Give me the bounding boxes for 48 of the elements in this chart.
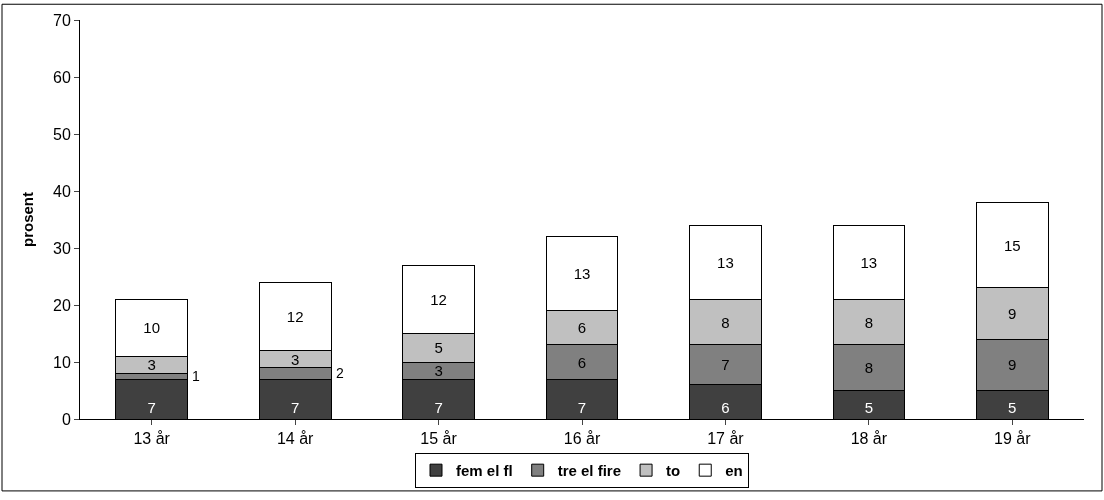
data-label: 7 <box>434 399 443 416</box>
data-label: 13 <box>717 253 734 271</box>
data-label: 7 <box>290 399 300 416</box>
y-tick-label: 40 <box>53 182 71 200</box>
legend-label: fem el fl <box>456 462 513 480</box>
data-label: 3 <box>434 362 443 380</box>
y-tick-label: 70 <box>53 11 71 29</box>
data-label: 8 <box>721 313 730 331</box>
x-tick-label: 14 år <box>276 430 315 448</box>
y-tick-label: 10 <box>53 353 71 371</box>
data-label: 12 <box>286 307 304 325</box>
y-tick-label: 0 <box>61 410 71 428</box>
data-label: 1 <box>192 368 200 384</box>
data-label: 10 <box>143 319 161 337</box>
x-tick-label: 16 år <box>563 430 601 448</box>
x-tick-label: 15 år <box>420 430 458 448</box>
data-label: 6 <box>577 353 587 371</box>
x-tick-label: 13 år <box>133 430 171 448</box>
legend-label: en <box>725 462 743 480</box>
data-label: 5 <box>434 339 443 357</box>
data-label: 12 <box>430 290 447 308</box>
data-label: 2 <box>336 365 344 381</box>
data-label: 7 <box>577 399 587 416</box>
legend-label: to <box>666 462 681 480</box>
data-label: 8 <box>864 359 874 377</box>
data-label: 6 <box>577 319 587 337</box>
data-label: 3 <box>147 356 156 374</box>
y-tick-label: 20 <box>53 296 71 314</box>
data-label: 8 <box>864 313 874 331</box>
data-label: 9 <box>1008 356 1017 374</box>
data-label: 5 <box>864 399 874 416</box>
data-label: 13 <box>573 265 591 283</box>
data-label: 5 <box>1008 399 1017 416</box>
data-label: 6 <box>721 399 730 416</box>
y-tick-label: 60 <box>53 68 71 86</box>
data-label: 9 <box>1008 305 1017 323</box>
y-axis-title: prosent <box>19 191 37 248</box>
data-label: 3 <box>290 350 300 368</box>
x-tick-label: 18 år <box>850 430 888 448</box>
legend-label: tre el fire <box>557 462 622 480</box>
data-label: 15 <box>1003 236 1021 254</box>
y-tick-label: 30 <box>53 239 71 257</box>
data-label: 7 <box>147 399 156 416</box>
data-label: 13 <box>860 253 878 271</box>
x-tick-label: 17 år <box>707 430 745 448</box>
data-label: 7 <box>721 356 730 374</box>
x-tick-label: 19 år <box>994 430 1032 448</box>
y-tick-label: 50 <box>53 125 71 143</box>
